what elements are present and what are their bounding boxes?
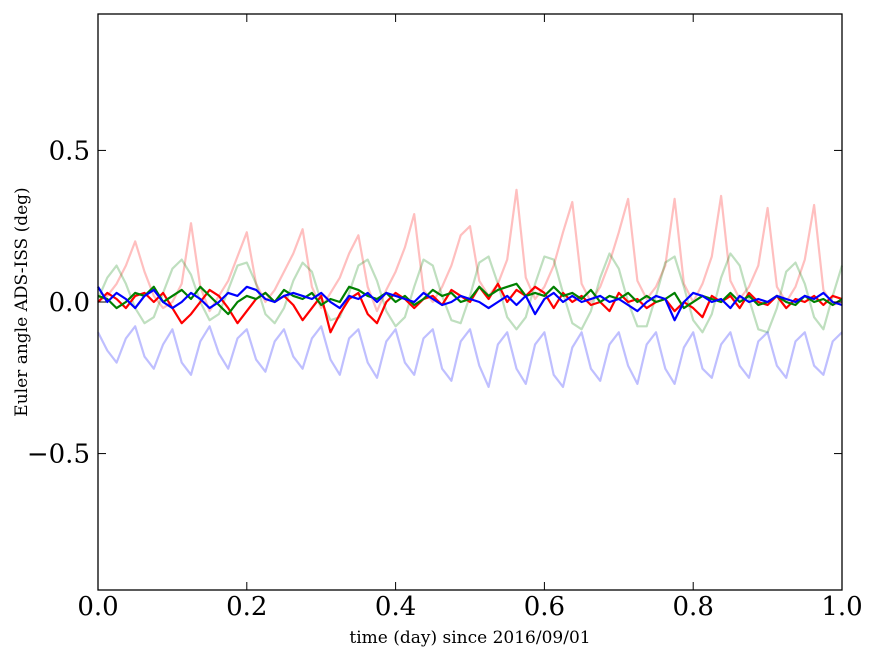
x-tick-label: 0.6 bbox=[524, 592, 565, 622]
y-axis-title: Euler angle ADS-ISS (deg) bbox=[12, 187, 32, 416]
series-layer bbox=[96, 188, 844, 388]
y-tick-label: −0.5 bbox=[27, 440, 90, 470]
x-tick-label: 0.0 bbox=[77, 592, 118, 622]
series-line-0 bbox=[97, 188, 843, 313]
x-tick-label: 1.0 bbox=[821, 592, 862, 622]
series-line-2 bbox=[97, 325, 843, 388]
y-tick-label: 0.0 bbox=[49, 288, 90, 318]
x-tick-label: 0.2 bbox=[226, 592, 267, 622]
x-axis-title: time (day) since 2016/09/01 bbox=[349, 628, 590, 648]
x-tick-label: 0.4 bbox=[375, 592, 416, 622]
y-tick-label: 0.5 bbox=[49, 136, 90, 166]
series-line-1 bbox=[96, 252, 844, 334]
tick-layer: 0.0 0.2 0.4 0.6 0.8 1.0 −0.5 0.0 0.5 bbox=[27, 14, 863, 622]
series-line-5 bbox=[97, 285, 843, 322]
x-tick-label: 0.8 bbox=[673, 592, 714, 622]
